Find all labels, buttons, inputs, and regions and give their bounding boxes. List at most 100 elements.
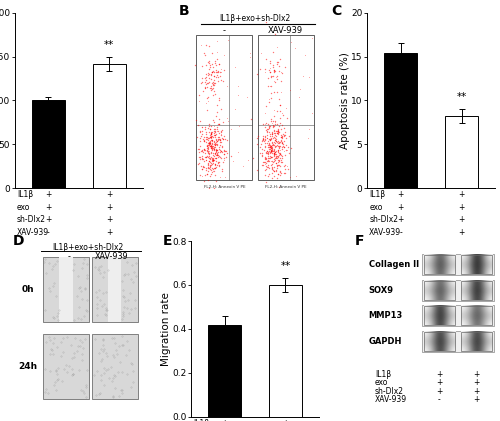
Text: Collagen II: Collagen II <box>368 260 418 269</box>
Point <box>276 147 284 154</box>
Point <box>218 149 226 155</box>
Point <box>204 59 212 66</box>
Point <box>212 155 220 162</box>
Point <box>262 136 270 143</box>
Point <box>292 172 300 179</box>
Point <box>268 165 276 172</box>
Point <box>204 80 212 87</box>
Point <box>209 160 217 167</box>
Point <box>268 139 276 145</box>
Point <box>273 89 281 96</box>
Point <box>276 56 284 62</box>
Text: 0h: 0h <box>22 285 34 294</box>
Point <box>308 110 316 117</box>
Point <box>270 141 278 148</box>
Point <box>267 90 275 96</box>
Point <box>206 155 214 162</box>
Point <box>276 101 283 108</box>
Point <box>215 120 223 127</box>
Point <box>274 153 282 160</box>
Point <box>213 138 221 144</box>
Point <box>210 123 218 130</box>
Bar <box>92 257 138 322</box>
Point <box>275 161 283 168</box>
Point <box>270 150 278 157</box>
Point <box>200 137 208 144</box>
Bar <box>445 116 478 188</box>
Point <box>266 152 274 159</box>
Point <box>268 145 276 152</box>
Point <box>214 68 222 75</box>
Point <box>212 136 220 143</box>
Point <box>262 157 270 164</box>
Bar <box>422 280 494 301</box>
Point <box>204 71 212 78</box>
Point <box>208 168 216 175</box>
Text: XAV-939: XAV-939 <box>17 228 49 237</box>
Point <box>276 183 283 190</box>
Text: +: + <box>474 378 480 387</box>
Point <box>270 150 278 157</box>
Point <box>272 153 280 160</box>
Point <box>220 156 228 163</box>
Point <box>198 79 205 86</box>
Point <box>206 63 214 70</box>
Point <box>212 69 220 76</box>
Point <box>204 176 212 183</box>
Point <box>214 150 222 157</box>
Point <box>209 156 217 163</box>
Point <box>224 37 232 43</box>
Point <box>202 73 210 80</box>
Point <box>204 146 212 153</box>
Text: -: - <box>67 253 70 261</box>
Point <box>206 138 214 144</box>
Point <box>262 166 270 173</box>
Point <box>212 56 220 62</box>
Text: IL1β: IL1β <box>375 370 391 379</box>
Point <box>267 148 275 155</box>
Point <box>205 123 213 129</box>
Point <box>270 67 278 74</box>
Point <box>208 131 216 138</box>
Point <box>268 130 276 137</box>
Point <box>212 158 220 165</box>
Point <box>209 145 217 152</box>
Point <box>274 147 282 154</box>
Point <box>272 159 280 166</box>
Point <box>201 51 209 58</box>
Point <box>264 75 272 81</box>
Point <box>216 61 224 68</box>
Point <box>262 127 270 134</box>
Point <box>216 137 224 144</box>
Point <box>198 148 205 155</box>
Point <box>212 141 220 148</box>
Point <box>206 125 214 132</box>
Bar <box>422 305 494 326</box>
Point <box>260 159 268 165</box>
Point <box>274 159 282 166</box>
Point <box>198 130 206 137</box>
Point <box>204 153 212 160</box>
Point <box>261 155 269 162</box>
Point <box>270 140 278 147</box>
Point <box>208 140 216 147</box>
Point <box>207 142 215 149</box>
Bar <box>92 64 126 188</box>
Point <box>260 121 268 128</box>
Point <box>204 164 212 171</box>
Point <box>272 137 280 144</box>
Point <box>209 85 217 92</box>
Point <box>197 41 205 48</box>
Point <box>212 147 220 154</box>
Point <box>212 141 220 147</box>
Text: sh-Dlx2: sh-Dlx2 <box>369 216 398 224</box>
Point <box>206 131 214 138</box>
Point <box>212 133 220 140</box>
Point <box>256 49 264 56</box>
Point <box>261 136 269 142</box>
Point <box>280 166 288 173</box>
Bar <box>208 325 242 417</box>
Point <box>272 136 280 142</box>
Point <box>268 133 276 140</box>
Point <box>208 140 216 147</box>
